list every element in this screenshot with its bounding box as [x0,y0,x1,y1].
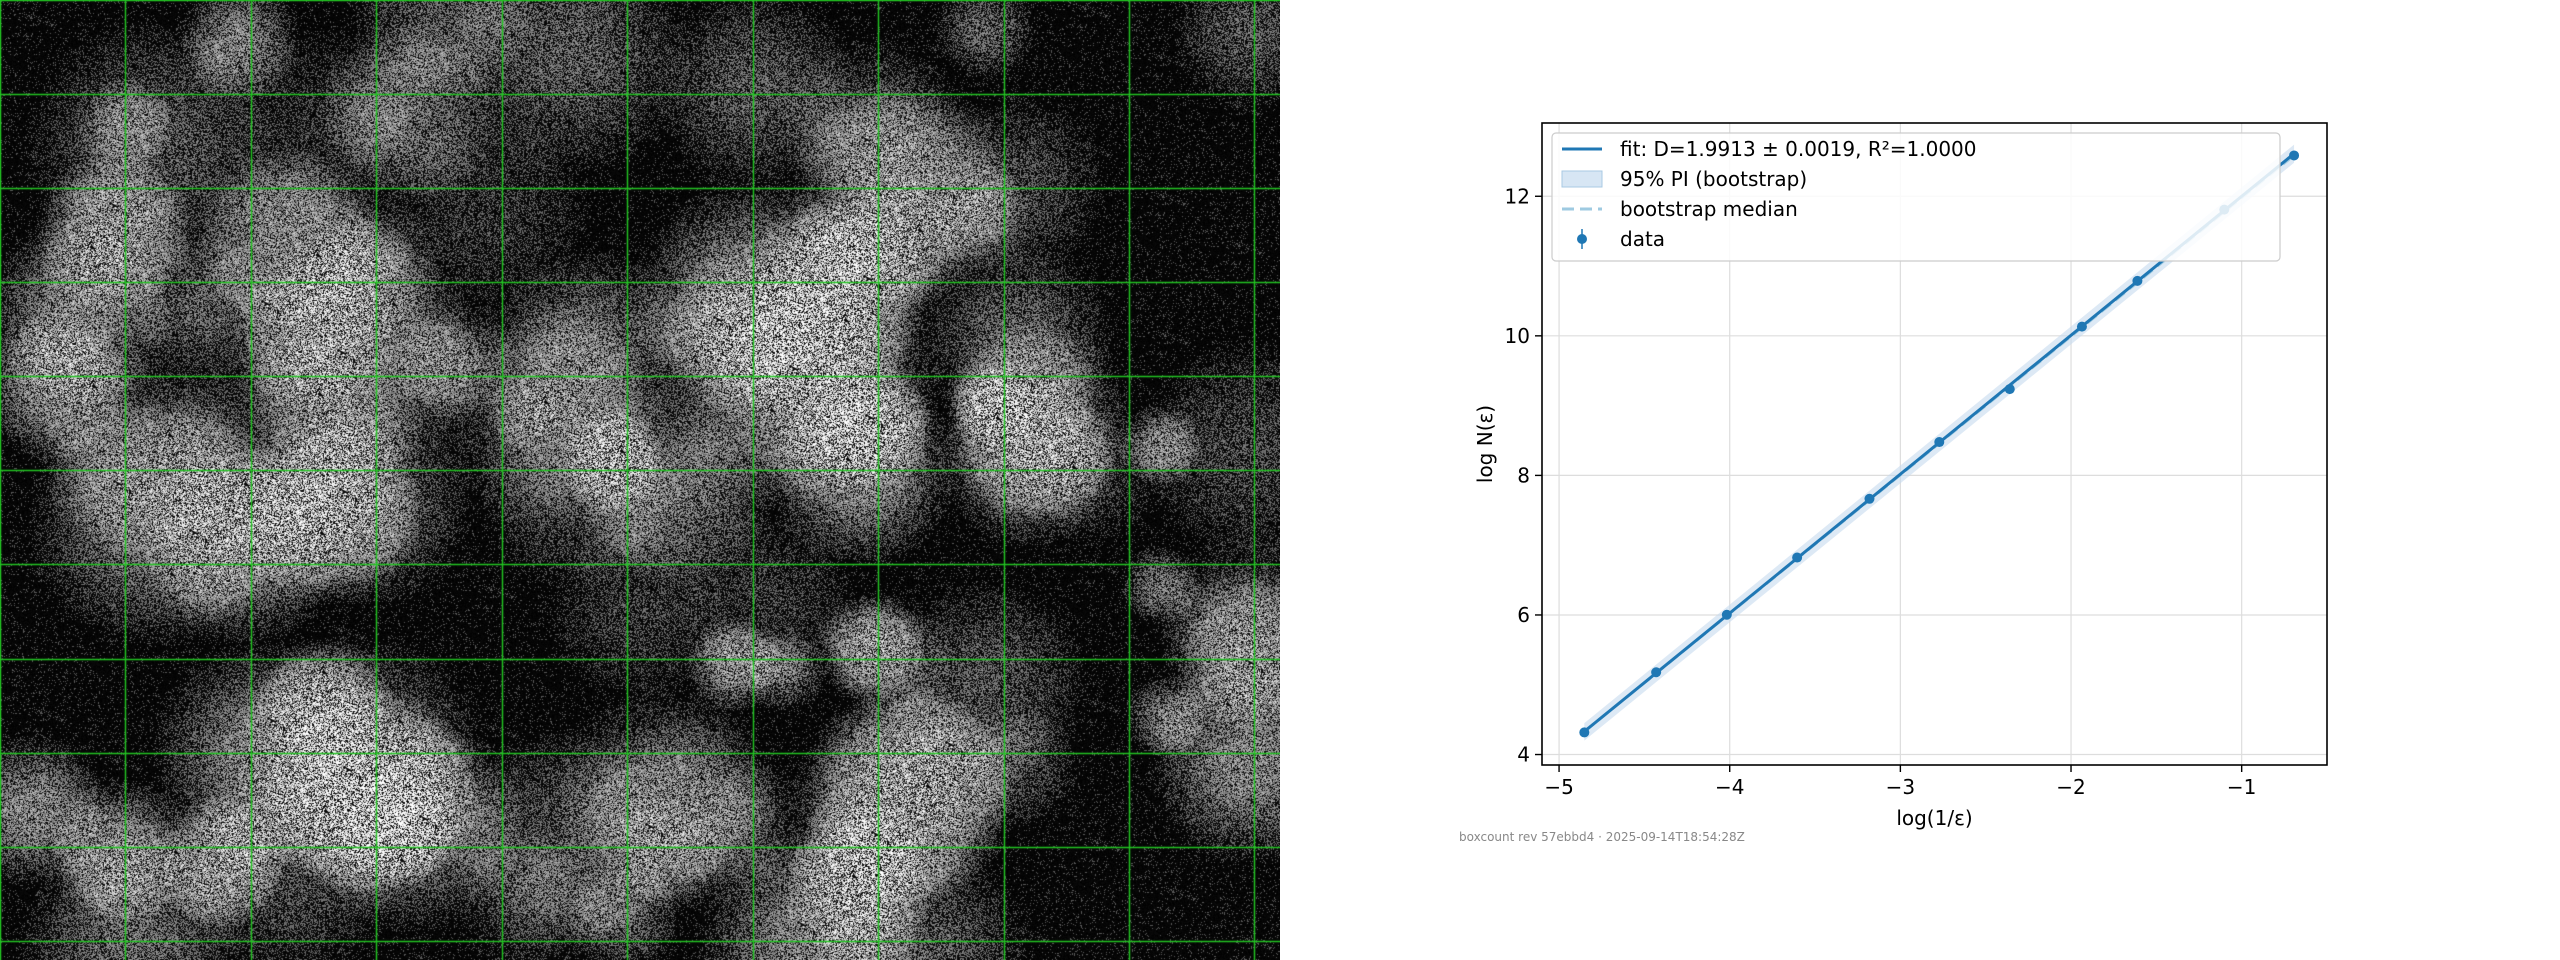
legend-band-swatch [1561,170,1603,188]
legend-label: 95% PI (bootstrap) [1620,167,1807,191]
x-tick-label: −4 [1715,775,1744,799]
footer-note: boxcount rev 57ebbd4 · 2025-09-14T18:54:… [1459,830,1745,844]
legend: fit: D=1.9913 ± 0.0019, R²=1.0000 95% PI … [1551,132,2281,262]
legend-data-swatch [1577,234,1587,244]
data-point [1651,667,1662,678]
plot-frame [1541,122,2328,766]
data-point [2132,275,2143,286]
fractal-texture-image [0,0,1280,960]
axis-ticks: −5 −4 −3 −2 −1 4 6 8 10 12 [1505,184,2257,799]
y-tick-label: 12 [1505,184,1530,208]
y-tick-label: 6 [1517,603,1530,627]
x-tick-label: −2 [2056,775,2085,799]
data-point [1864,493,1875,504]
legend-label: data [1620,227,1665,251]
x-tick-label: −3 [1886,775,1915,799]
legend-box [1551,132,2281,262]
data-point [1792,552,1803,563]
y-tick-label: 10 [1505,324,1530,348]
x-tick-label: −5 [1544,775,1573,799]
data-point [2076,321,2087,332]
data-point [1579,727,1590,738]
data-point [2289,150,2300,161]
data-point [2004,384,2015,395]
y-tick-label: 8 [1517,463,1530,487]
legend-label: fit: D=1.9913 ± 0.0019, R²=1.0000 [1620,137,1977,161]
x-axis-label: log(1/ε) [1896,806,1972,830]
x-tick-label: −1 [2227,775,2256,799]
boxcount-chart: −5 −4 −3 −2 −1 4 6 8 10 12 log(1/ε) log N(ε) fit:… [1473,122,2328,830]
y-axis-label: log N(ε) [1473,405,1497,483]
legend-label: bootstrap median [1620,197,1798,221]
data-point [1721,609,1732,620]
data-point [1934,437,1945,448]
y-tick-label: 4 [1517,743,1530,767]
